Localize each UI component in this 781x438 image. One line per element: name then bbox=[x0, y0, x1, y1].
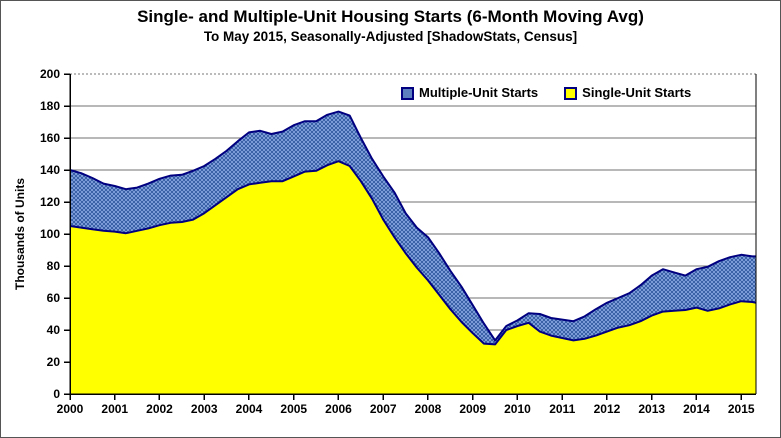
x-year-label: 2005 bbox=[280, 402, 307, 416]
y-axis-title: Thousands of Units bbox=[13, 178, 27, 290]
x-year-label: 2000 bbox=[57, 402, 84, 416]
multiple-unit-area bbox=[70, 111, 756, 345]
y-tick-label: 100 bbox=[40, 227, 60, 241]
multiple-unit-swatch-icon bbox=[401, 86, 414, 100]
x-year-label: 2014 bbox=[683, 402, 710, 416]
legend-label-single-unit: Single-Unit Starts bbox=[582, 85, 692, 100]
x-year-label: 2010 bbox=[504, 402, 531, 416]
x-year-label: 2004 bbox=[236, 402, 263, 416]
single-unit-outline bbox=[69, 160, 757, 346]
legend-item-multiple-unit: Multiple-Unit Starts bbox=[401, 86, 538, 100]
y-tick-label: 200 bbox=[40, 67, 60, 81]
y-tick-label: 80 bbox=[47, 259, 61, 273]
single-unit-swatch-icon bbox=[564, 86, 578, 100]
y-tick-label: 60 bbox=[47, 291, 61, 305]
x-year-label: 2011 bbox=[549, 402, 575, 416]
y-tick-label: 40 bbox=[47, 323, 61, 337]
y-tick-label: 120 bbox=[40, 195, 60, 209]
x-year-label: 2008 bbox=[415, 402, 442, 416]
y-tick-label: 180 bbox=[40, 99, 60, 113]
x-year-label: 2006 bbox=[325, 402, 352, 416]
legend-label-multiple-unit: Multiple-Unit Starts bbox=[419, 85, 539, 100]
y-tick-label: 160 bbox=[40, 131, 60, 145]
chart-subtitle: To May 2015, Seasonally-Adjusted [Shadow… bbox=[203, 29, 578, 44]
single-unit-area bbox=[70, 161, 756, 394]
chart-title: Single- and Multiple-Unit Housing Starts… bbox=[137, 7, 644, 26]
y-tick-label: 140 bbox=[40, 163, 60, 177]
x-year-label: 2007 bbox=[370, 402, 397, 416]
x-year-label: 2012 bbox=[594, 402, 621, 416]
x-year-label: 2002 bbox=[146, 402, 173, 416]
x-year-label: 2009 bbox=[459, 402, 486, 416]
x-year-label: 2001 bbox=[101, 402, 128, 416]
x-year-label: 2003 bbox=[191, 402, 218, 416]
y-tick-label: 0 bbox=[53, 387, 60, 401]
multiple-unit-outline bbox=[69, 110, 756, 342]
x-year-label: 2013 bbox=[638, 402, 665, 416]
x-year-label: 2015 bbox=[728, 402, 755, 416]
legend: Multiple-Unit Starts Single-Unit Starts bbox=[401, 86, 691, 100]
legend-item-single-unit: Single-Unit Starts bbox=[564, 86, 691, 100]
y-tick-label: 20 bbox=[47, 355, 61, 369]
